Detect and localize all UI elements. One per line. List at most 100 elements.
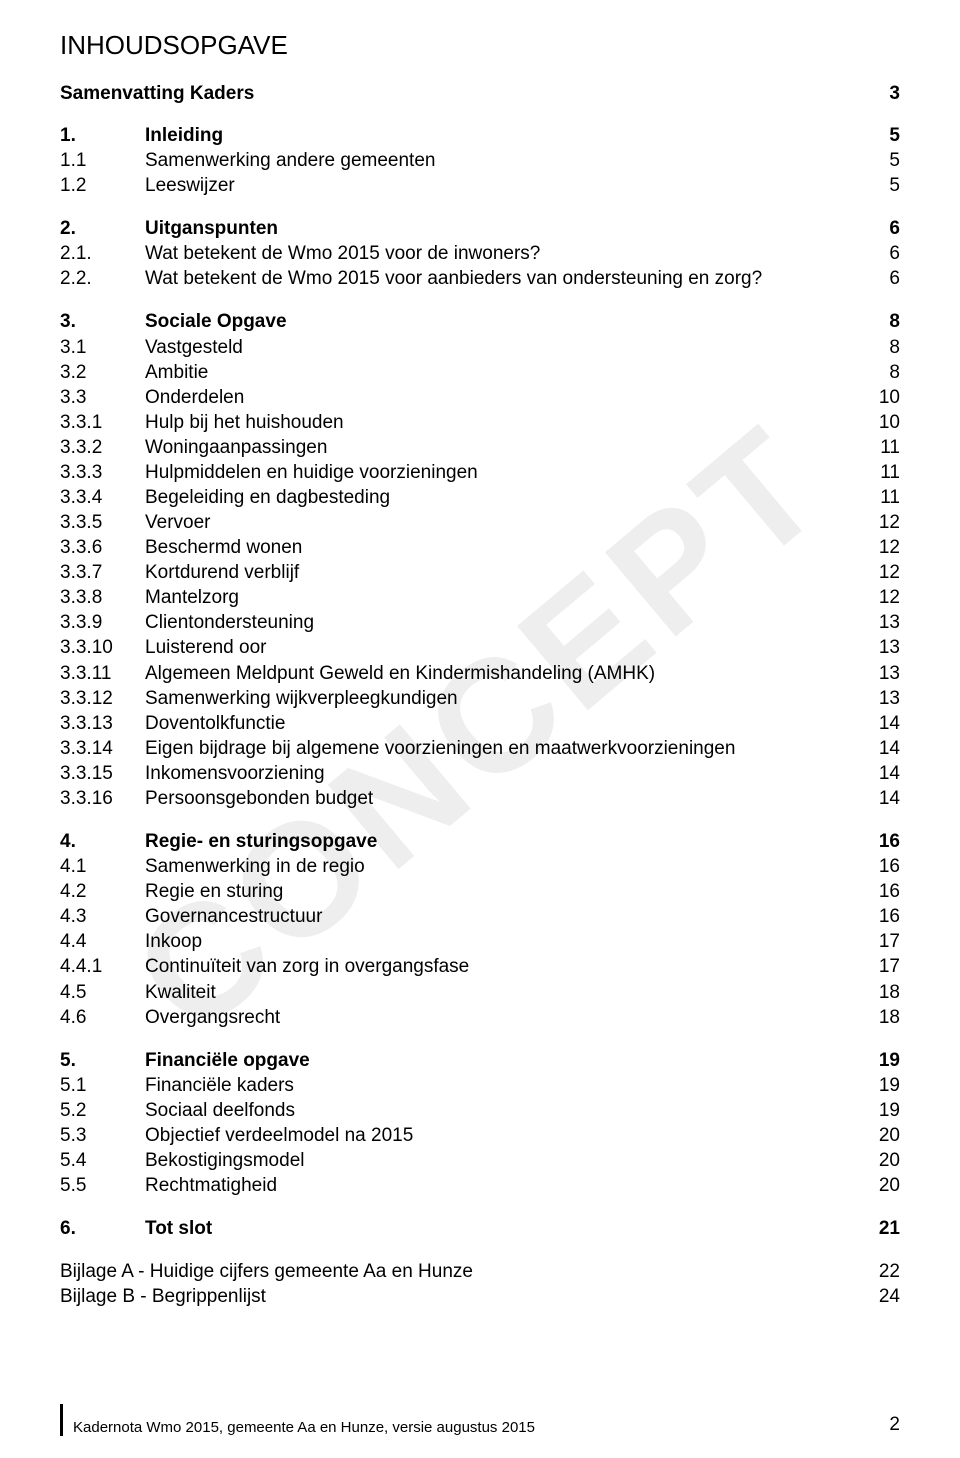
- toc-page: 11: [860, 460, 900, 485]
- toc-num: 3.: [60, 309, 145, 334]
- appendix-text: Bijlage B - Begrippenlijst: [60, 1284, 860, 1309]
- toc-num: 5.4: [60, 1148, 145, 1173]
- toc-text: Regie en sturing: [145, 879, 860, 904]
- appendix-text: Bijlage A - Huidige cijfers gemeente Aa …: [60, 1259, 860, 1284]
- toc-num: 4.1: [60, 854, 145, 879]
- toc-page: 16: [860, 854, 900, 879]
- toc-text: Bekostigingsmodel: [145, 1148, 860, 1173]
- toc-page: 20: [860, 1173, 900, 1198]
- toc-text: Financiële kaders: [145, 1073, 860, 1098]
- toc-num: 6.: [60, 1216, 145, 1241]
- toc-text: Ambitie: [145, 360, 860, 385]
- toc-section-head: 4.Regie- en sturingsopgave16: [60, 829, 900, 854]
- toc-page: 14: [860, 786, 900, 811]
- toc-entry: 3.3.2Woningaanpassingen11: [60, 435, 900, 460]
- toc-section: 3.Sociale Opgave83.1Vastgesteld83.2Ambit…: [60, 309, 900, 811]
- toc-num: 5.2: [60, 1098, 145, 1123]
- toc-entry: 3.3.3Hulpmiddelen en huidige voorziening…: [60, 460, 900, 485]
- toc-text: Doventolkfunctie: [145, 711, 860, 736]
- toc-num: 2.1.: [60, 241, 145, 266]
- toc-entry: 3.3.5Vervoer12: [60, 510, 900, 535]
- toc-text: Governancestructuur: [145, 904, 860, 929]
- appendix-page: 22: [860, 1259, 900, 1284]
- toc-section: 2.Uitganspunten62.1.Wat betekent de Wmo …: [60, 216, 900, 291]
- toc-text: Sociaal deelfonds: [145, 1098, 860, 1123]
- toc-num: 3.3.12: [60, 686, 145, 711]
- toc-text: Rechtmatigheid: [145, 1173, 860, 1198]
- toc-text: Objectief verdeelmodel na 2015: [145, 1123, 860, 1148]
- toc-page: 12: [860, 535, 900, 560]
- toc-page: 6: [860, 266, 900, 291]
- toc-page: 6: [860, 241, 900, 266]
- toc-text: Mantelzorg: [145, 585, 860, 610]
- toc-text: Begeleiding en dagbesteding: [145, 485, 860, 510]
- toc-sections: 1.Inleiding51.1Samenwerking andere gemee…: [60, 123, 900, 1241]
- toc-page: 18: [860, 1005, 900, 1030]
- toc-section: 4.Regie- en sturingsopgave164.1Samenwerk…: [60, 829, 900, 1030]
- toc-entry: 4.4.1Continuïteit van zorg in overgangsf…: [60, 954, 900, 979]
- toc-page: 19: [860, 1098, 900, 1123]
- toc-entry: 3.3.10Luisterend oor13: [60, 635, 900, 660]
- toc-page: 18: [860, 980, 900, 1005]
- toc-text: Wat betekent de Wmo 2015 voor aanbieders…: [145, 266, 860, 291]
- toc-entry: 3.3.9Clientondersteuning13: [60, 610, 900, 635]
- toc-num: 3.3.14: [60, 736, 145, 761]
- footer: Kadernota Wmo 2015, gemeente Aa en Hunze…: [60, 1404, 900, 1436]
- toc-text: Continuïteit van zorg in overgangsfase: [145, 954, 860, 979]
- toc-appendix-entry: Bijlage B - Begrippenlijst24: [60, 1284, 900, 1309]
- toc-entry: 5.1Financiële kaders19: [60, 1073, 900, 1098]
- toc-num: 3.3.4: [60, 485, 145, 510]
- toc-page: 17: [860, 929, 900, 954]
- toc-page: 12: [860, 585, 900, 610]
- toc-text: Leeswijzer: [145, 173, 860, 198]
- toc-page: 13: [860, 610, 900, 635]
- toc-text: Vastgesteld: [145, 335, 860, 360]
- toc-entry: 3.3.11Algemeen Meldpunt Geweld en Kinder…: [60, 661, 900, 686]
- toc-text: Financiële opgave: [145, 1048, 860, 1073]
- toc-num: 3.3.3: [60, 460, 145, 485]
- samenvatting-label: Samenvatting Kaders: [60, 83, 860, 105]
- footer-bar: [60, 1404, 63, 1436]
- toc-page: 5: [860, 148, 900, 173]
- toc-entry: 5.3Objectief verdeelmodel na 201520: [60, 1123, 900, 1148]
- toc-page: 20: [860, 1123, 900, 1148]
- toc-entry: 3.3.8Mantelzorg12: [60, 585, 900, 610]
- footer-text: Kadernota Wmo 2015, gemeente Aa en Hunze…: [73, 1419, 889, 1436]
- toc-entry: 3.3.6Beschermd wonen12: [60, 535, 900, 560]
- toc-entry: 2.1.Wat betekent de Wmo 2015 voor de inw…: [60, 241, 900, 266]
- toc-entry: 3.3.12Samenwerking wijkverpleegkundigen1…: [60, 686, 900, 711]
- toc-entry: 3.3.4Begeleiding en dagbesteding11: [60, 485, 900, 510]
- toc-text: Vervoer: [145, 510, 860, 535]
- toc-entry: 3.3.16Persoonsgebonden budget14: [60, 786, 900, 811]
- toc-text: Sociale Opgave: [145, 309, 860, 334]
- toc-text: Kwaliteit: [145, 980, 860, 1005]
- toc-num: 3.3.8: [60, 585, 145, 610]
- toc-num: 3.3.13: [60, 711, 145, 736]
- toc-page: 12: [860, 510, 900, 535]
- toc-entry: 3.3.15Inkomensvoorziening14: [60, 761, 900, 786]
- toc-num: 3.3.11: [60, 661, 145, 686]
- toc-entry: 2.2.Wat betekent de Wmo 2015 voor aanbie…: [60, 266, 900, 291]
- toc-entry: 4.4Inkoop17: [60, 929, 900, 954]
- toc-num: 5.3: [60, 1123, 145, 1148]
- toc-page: 5: [860, 173, 900, 198]
- toc-text: Hulpmiddelen en huidige voorzieningen: [145, 460, 860, 485]
- toc-num: 4.6: [60, 1005, 145, 1030]
- toc-num: 4.4.1: [60, 954, 145, 979]
- toc-text: Inkoop: [145, 929, 860, 954]
- toc-section: 1.Inleiding51.1Samenwerking andere gemee…: [60, 123, 900, 198]
- toc-samenvatting: Samenvatting Kaders 3: [60, 83, 900, 105]
- toc-page: 16: [860, 829, 900, 854]
- toc-num: 5.1: [60, 1073, 145, 1098]
- footer-page-number: 2: [889, 1414, 900, 1436]
- toc-section-head: 5.Financiële opgave19: [60, 1048, 900, 1073]
- toc-page: 20: [860, 1148, 900, 1173]
- toc-entry: 1.1Samenwerking andere gemeenten5: [60, 148, 900, 173]
- toc-page: 13: [860, 661, 900, 686]
- toc-entry: 3.3Onderdelen10: [60, 385, 900, 410]
- content-area: INHOUDSOPGAVE Samenvatting Kaders 3 1.In…: [60, 30, 900, 1309]
- toc-text: Overgangsrecht: [145, 1005, 860, 1030]
- toc-text: Clientondersteuning: [145, 610, 860, 635]
- toc-appendix-entry: Bijlage A - Huidige cijfers gemeente Aa …: [60, 1259, 900, 1284]
- toc-num: 5.5: [60, 1173, 145, 1198]
